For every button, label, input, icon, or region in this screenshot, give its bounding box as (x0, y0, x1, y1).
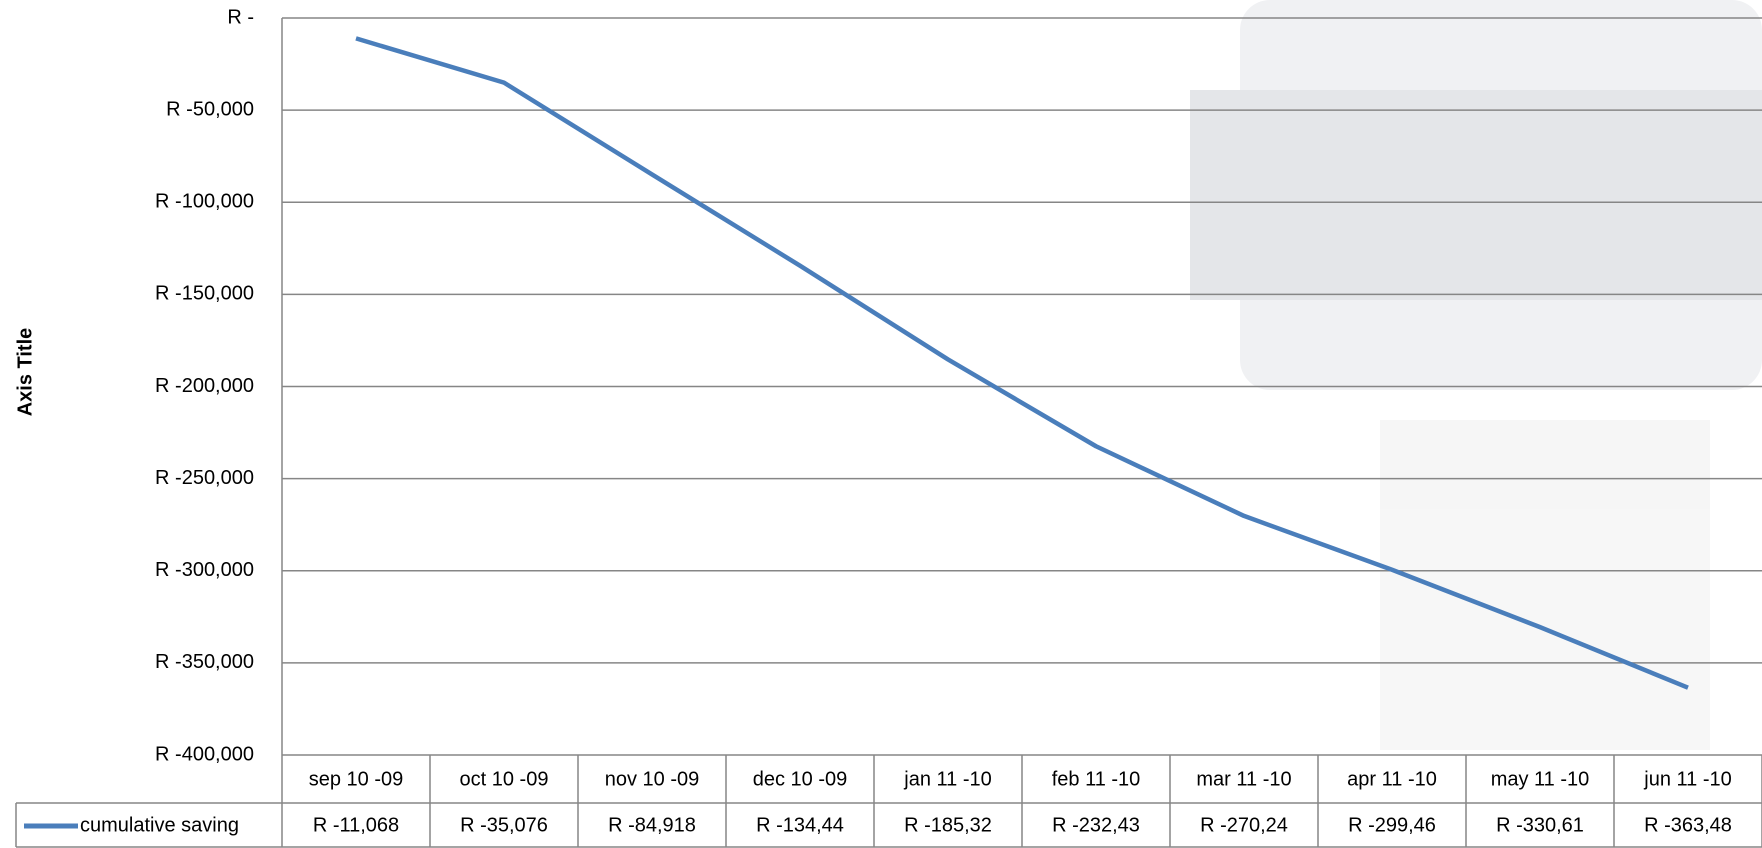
data-label: R -11,068 (313, 814, 399, 836)
data-label: R -35,076 (460, 814, 548, 836)
y-tick-label: R -150,000 (155, 283, 254, 305)
y-tick-label: R -350,000 (155, 651, 254, 673)
y-tick-label: R -300,000 (155, 559, 254, 581)
data-label: R -134,44 (756, 814, 844, 836)
data-label: R -84,918 (608, 814, 696, 836)
y-tick-label: R -50,000 (166, 98, 254, 120)
data-label: R -270,24 (1200, 814, 1288, 836)
x-tick-label: mar 11 -10 (1196, 768, 1291, 790)
legend-label: cumulative saving (80, 814, 239, 836)
background-picture (1190, 0, 1762, 750)
y-tick-label: R -250,000 (155, 467, 254, 489)
x-tick-label: apr 11 -10 (1347, 768, 1437, 790)
x-tick-label: feb 11 -10 (1052, 768, 1141, 790)
x-tick-label: oct 10 -09 (460, 768, 549, 790)
x-tick-label: nov 10 -09 (605, 768, 700, 790)
y-tick-label: R -100,000 (155, 191, 254, 213)
data-label: R -185,32 (904, 814, 992, 836)
y-tick-label: R -400,000 (155, 743, 254, 765)
x-tick-label: dec 10 -09 (753, 768, 848, 790)
data-label: R -330,61 (1496, 814, 1584, 836)
y-tick-label: R -200,000 (155, 375, 254, 397)
data-line (355, 36, 1689, 690)
x-tick-label: may 11 -10 (1491, 768, 1590, 790)
data-label: R -299,46 (1348, 814, 1436, 836)
x-tick-label: sep 10 -09 (309, 768, 404, 790)
x-tick-label: jan 11 -10 (903, 768, 991, 790)
data-label: R -232,43 (1052, 814, 1140, 836)
x-tick-label: jun 11 -10 (1643, 768, 1731, 790)
y-tick-label: R - (227, 6, 254, 28)
y-axis-title: Axis Title (14, 328, 36, 417)
data-label: R -363,48 (1644, 814, 1732, 836)
